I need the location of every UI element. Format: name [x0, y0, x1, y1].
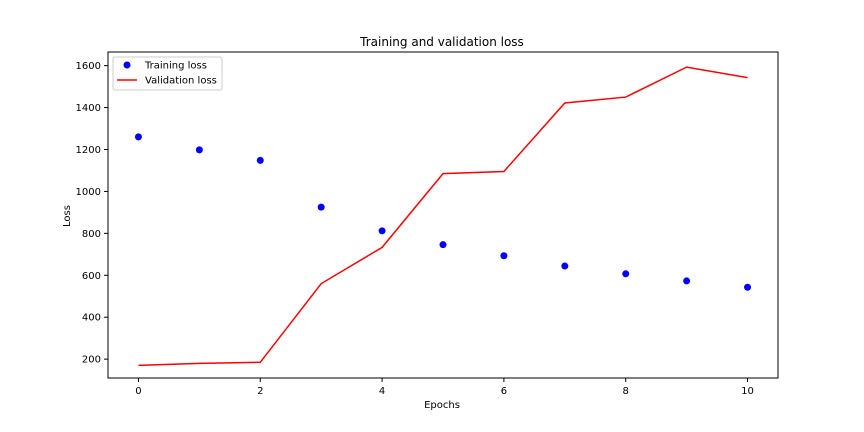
y-tick-label: 800: [82, 229, 101, 240]
training-loss-point: [561, 262, 569, 270]
y-tick-label: 400: [82, 313, 101, 324]
x-axis-title: Epochs: [424, 400, 460, 411]
training-loss-point: [683, 277, 691, 285]
x-tick-label: 0: [135, 386, 141, 397]
y-tick-label: 1600: [76, 61, 101, 72]
legend-marker-training: [123, 61, 131, 69]
training-loss-point: [256, 156, 264, 164]
training-loss-point: [317, 203, 325, 211]
y-tick-label: 200: [82, 355, 101, 366]
training-loss-point: [622, 270, 630, 278]
x-tick-label: 4: [379, 386, 385, 397]
training-loss-point: [195, 146, 203, 154]
training-loss-point: [134, 133, 142, 141]
y-tick-label: 600: [82, 271, 101, 282]
training-loss-point: [744, 283, 752, 291]
y-tick-label: 1200: [76, 145, 101, 156]
legend-label-validation: Validation loss: [145, 76, 217, 87]
plot-frame: [107, 51, 779, 379]
y-tick-label: 1000: [76, 187, 101, 198]
y-tick-label: 1400: [76, 103, 101, 114]
x-tick-label: 8: [623, 386, 629, 397]
legend: Training loss Validation loss: [112, 56, 223, 91]
x-tick-label: 2: [257, 386, 263, 397]
series-layer: [134, 66, 752, 367]
plot-area: [107, 51, 779, 379]
training-loss-point: [378, 227, 386, 235]
training-loss-point: [439, 241, 447, 249]
y-axis-title: Loss: [62, 205, 73, 227]
x-tick-label: 10: [741, 386, 754, 397]
legend-box: [112, 56, 223, 91]
chart-title: Training and validation loss: [359, 35, 524, 49]
training-loss-point: [500, 252, 508, 260]
axes: 0 2 4 6 8 10 200 400 600 800 1000 1200 1400 1600: [76, 61, 754, 397]
validation-loss-line: [138, 66, 748, 367]
x-tick-label: 6: [501, 386, 507, 397]
legend-label-training: Training loss: [144, 61, 207, 72]
